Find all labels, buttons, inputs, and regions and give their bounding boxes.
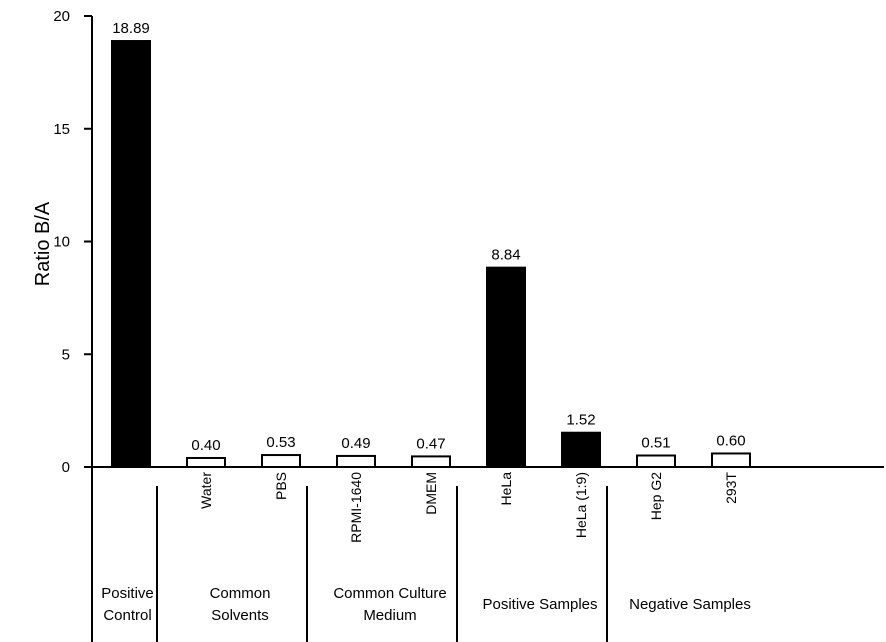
group-label: Positive Samples [482, 596, 597, 613]
group-label: Negative Samples [629, 596, 751, 613]
group-label: Common Culture [333, 585, 446, 602]
bar [336, 454, 376, 469]
data-label: 0.51 [641, 434, 670, 451]
data-label: 18.89 [112, 20, 150, 37]
bar [411, 455, 451, 468]
data-label: 8.84 [491, 247, 520, 264]
category-label: 293T [723, 472, 739, 504]
y-axis-ticks: 0 5 10 15 20 [53, 8, 92, 476]
bar [111, 40, 151, 469]
y-tick-label: 5 [62, 346, 70, 363]
data-label: 0.49 [341, 435, 370, 452]
group-label: Control [103, 607, 151, 624]
group-label: Solvents [211, 607, 269, 624]
group-dividers [156, 486, 608, 642]
data-label: 0.60 [716, 432, 745, 449]
category-label: HeLa [498, 472, 514, 506]
data-label: 1.52 [566, 412, 595, 429]
data-labels: 18.89 0.40 0.53 0.49 0.47 8.84 1.52 0.51 0.60 [112, 20, 745, 454]
y-tick-label: 20 [53, 8, 70, 25]
category-label: Water [198, 472, 214, 509]
category-labels: Water PBS RPMI-1640 DMEM HeLa HeLa (1:9) Hep G… [198, 472, 739, 543]
group-label: Medium [363, 607, 416, 624]
data-label: 0.47 [416, 435, 445, 452]
bar [261, 454, 301, 468]
data-label: 0.53 [266, 434, 295, 451]
group-label: Common [210, 585, 271, 602]
data-label: 0.40 [191, 437, 220, 454]
y-axis-title: Ratio B/A [32, 201, 54, 286]
y-tick-label: 10 [53, 234, 70, 251]
category-label: DMEM [423, 472, 439, 515]
category-label: PBS [273, 472, 289, 500]
category-label: RPMI-1640 [348, 472, 364, 543]
bar [186, 456, 226, 469]
y-tick-label: 15 [53, 121, 70, 138]
group-label: Positive [101, 585, 154, 602]
category-label: HeLa (1:9) [573, 472, 589, 538]
category-label: Hep G2 [648, 472, 664, 520]
bars [111, 40, 751, 469]
y-tick-label: 0 [62, 459, 70, 476]
bar [486, 266, 526, 468]
bar [636, 454, 676, 469]
bar [561, 431, 601, 468]
group-labels: Positive Control Common Solvents Common Cult… [101, 585, 751, 624]
bar [711, 452, 751, 469]
